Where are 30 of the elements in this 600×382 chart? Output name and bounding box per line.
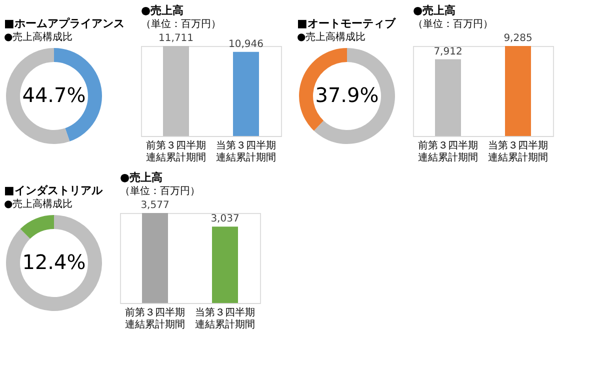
chart-subtitle: （単位：百万円） bbox=[141, 18, 221, 30]
x-tick-label: 当第３四半期連結累計期間 bbox=[216, 140, 276, 164]
x-tick-label: 当第３四半期連結累計期間 bbox=[195, 306, 255, 330]
text: 37.9% bbox=[315, 83, 379, 107]
text: 12.4% bbox=[22, 250, 86, 274]
donut-slice bbox=[314, 48, 395, 144]
chart-subtitle: ●売上高構成比 bbox=[297, 31, 366, 43]
chart-title: ●売上高 bbox=[413, 4, 456, 17]
data-label: 11,711 bbox=[158, 33, 194, 44]
data-label: 3,577 bbox=[140, 200, 170, 211]
chart-subtitle: （単位：百万円） bbox=[413, 18, 493, 30]
text: 44.7% bbox=[22, 83, 86, 107]
chart-title: ●売上高 bbox=[141, 4, 184, 17]
x-tick-label: 当第３四半期連結累計期間 bbox=[488, 140, 548, 164]
chart-title: ■オートモーティブ bbox=[297, 17, 396, 30]
chart-title: ■インダストリアル bbox=[4, 184, 104, 197]
donut-slice bbox=[20, 215, 54, 239]
data-label: 9,285 bbox=[504, 33, 532, 44]
x-tick-label: 前第３四半期連結累計期間 bbox=[125, 306, 185, 330]
chart-title: ●売上高 bbox=[120, 171, 163, 184]
chart-subtitle: ●売上高構成比 bbox=[4, 198, 73, 210]
data-label: 3,037 bbox=[210, 214, 240, 225]
x-tick-label: 前第３四半期連結累計期間 bbox=[418, 140, 478, 164]
data-label: 7,912 bbox=[434, 46, 462, 58]
data-label: 10,946 bbox=[228, 38, 264, 50]
chart-subtitle: （単位：百万円） bbox=[120, 185, 200, 197]
chart-title: ■ホームアプライアンス bbox=[4, 17, 124, 30]
donut-slice bbox=[6, 215, 102, 311]
x-tick-label: 前第３四半期連結累計期間 bbox=[146, 140, 206, 164]
chart-subtitle: ●売上高構成比 bbox=[4, 31, 73, 43]
